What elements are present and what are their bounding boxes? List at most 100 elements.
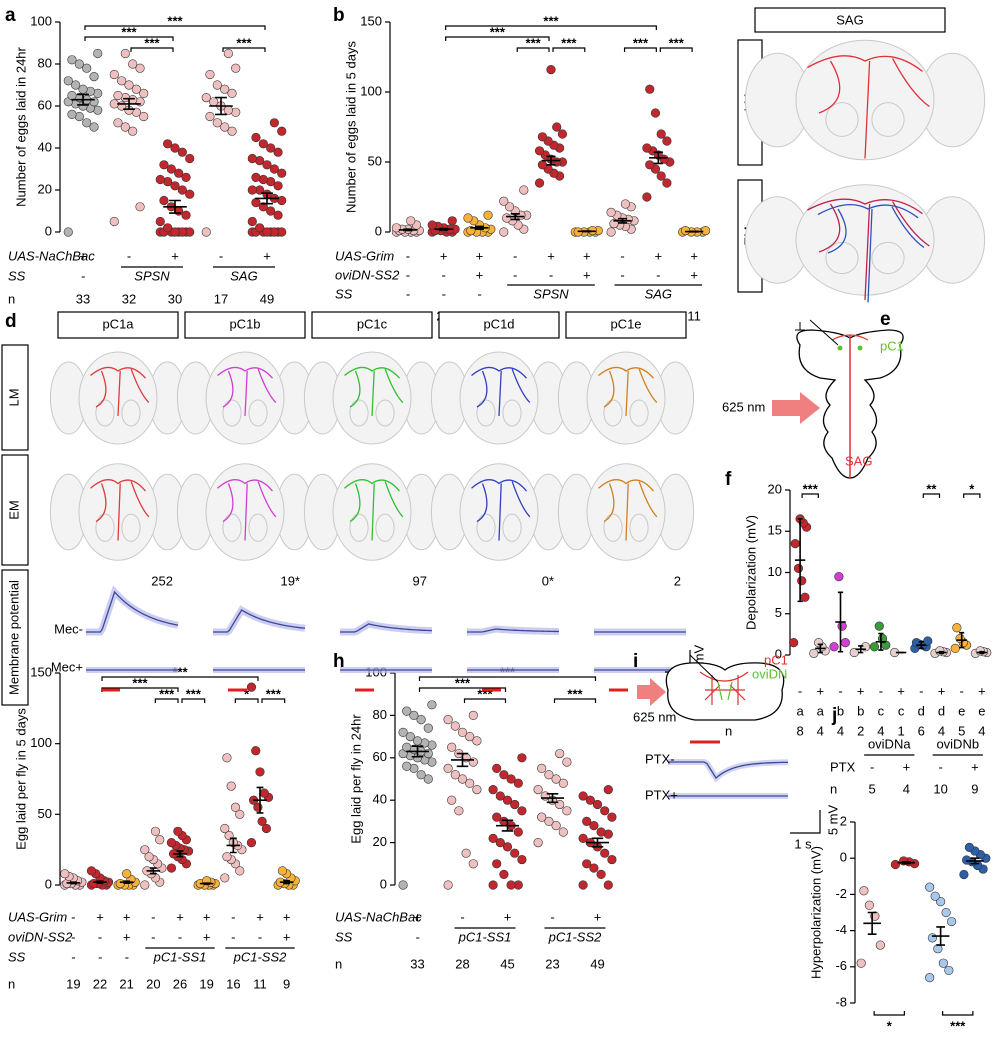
voltage-trace — [467, 628, 560, 633]
error-bar — [456, 752, 469, 768]
column-label: pC1e — [610, 316, 641, 331]
row-cell: 5 — [869, 781, 876, 796]
data-point — [269, 164, 279, 174]
data-point — [656, 129, 666, 139]
data-point — [875, 940, 885, 950]
data-point — [122, 869, 132, 879]
data-point — [262, 227, 272, 237]
data-point — [585, 795, 595, 805]
error-bar — [169, 199, 181, 214]
data-point — [140, 845, 150, 855]
error-bar — [474, 225, 485, 230]
brain-neuropil — [95, 513, 115, 542]
neuron — [90, 479, 150, 541]
y-tick-label: 60 — [38, 97, 52, 112]
scale-label: 5 mV — [825, 805, 840, 836]
row-cell: - — [838, 683, 842, 698]
data-point — [793, 563, 804, 573]
panel-letter: h — [333, 651, 345, 672]
data-point — [642, 192, 652, 202]
row-cell: - — [415, 929, 420, 944]
row-cell: SAG — [645, 286, 672, 301]
data-point — [139, 88, 149, 98]
row-box — [1, 569, 29, 706]
brain-neuropil — [603, 513, 623, 542]
row-cell: + — [176, 909, 184, 924]
row-cell: 45 — [500, 956, 514, 971]
row-cell: e — [978, 703, 985, 718]
row-cell: 22 — [93, 976, 107, 991]
row-cell: - — [219, 248, 223, 263]
cell-label: oviDN — [752, 666, 787, 681]
data-point — [562, 806, 572, 816]
data-point — [465, 731, 475, 742]
data-point — [201, 92, 211, 103]
data-point — [461, 848, 471, 858]
row-cell: + — [414, 909, 422, 924]
row-cell: 17 — [214, 291, 228, 306]
row-cell: 26 — [173, 976, 187, 991]
data-point — [596, 869, 606, 880]
row-cell: + — [203, 929, 211, 944]
data-point — [955, 633, 965, 644]
error-bar — [918, 641, 924, 650]
light-label: 625 nm — [633, 709, 676, 724]
data-point — [450, 721, 460, 731]
row-cell: c — [878, 703, 885, 718]
data-point — [247, 153, 257, 164]
y-tick-label: 0 — [375, 223, 382, 238]
row-cell: 4 — [978, 723, 985, 738]
data-point — [277, 168, 287, 178]
significance-label: ** — [926, 481, 937, 496]
row-label: n — [335, 956, 342, 971]
row-cell: - — [406, 286, 411, 301]
trace-label: Mec- — [54, 621, 83, 636]
scale-bar — [790, 810, 821, 834]
data-point — [235, 809, 245, 819]
data-point — [273, 210, 283, 220]
brain-neuropil — [871, 102, 905, 137]
data-point — [269, 118, 279, 128]
data-point — [513, 827, 523, 837]
data-point — [797, 576, 807, 586]
neuron — [699, 671, 749, 705]
y-tick-label: -2 — [835, 886, 847, 901]
data-point — [457, 727, 468, 737]
data-point — [468, 859, 478, 869]
row-cell: 6 — [918, 723, 925, 738]
error-bar — [510, 213, 520, 221]
data-point — [856, 958, 866, 968]
light-label: 625 nm — [722, 399, 765, 414]
data-point — [517, 806, 527, 816]
error-bar — [215, 96, 227, 116]
data-point — [465, 778, 475, 788]
data-point — [63, 76, 73, 86]
error-bar — [77, 93, 89, 106]
data-point — [159, 160, 169, 170]
error-bar — [617, 217, 628, 224]
y-tick-label: 15 — [768, 523, 782, 538]
data-point — [247, 216, 257, 227]
row-cell: 33 — [76, 291, 90, 306]
row-cell: + — [283, 909, 291, 924]
data-point — [259, 788, 269, 798]
data-point — [409, 710, 419, 721]
row-cell: - — [124, 949, 129, 964]
row-label: SS — [8, 268, 26, 283]
row-cell: + — [594, 909, 602, 924]
data-point — [603, 880, 613, 890]
row-cell: - — [406, 248, 410, 263]
data-point — [551, 821, 561, 831]
row-cell: - — [441, 286, 446, 301]
row-cell: a — [796, 703, 804, 718]
row-cell: + — [817, 683, 825, 698]
data-point — [139, 111, 149, 122]
data-point — [257, 816, 267, 827]
significance-bracket — [234, 698, 259, 703]
row-cell: pC1-SS2 — [233, 949, 288, 964]
data-point — [135, 202, 145, 212]
row-cell: + — [978, 683, 986, 698]
panel-letter: i — [633, 651, 638, 672]
significance-label: *** — [669, 35, 685, 50]
significance-label: *** — [455, 675, 471, 690]
